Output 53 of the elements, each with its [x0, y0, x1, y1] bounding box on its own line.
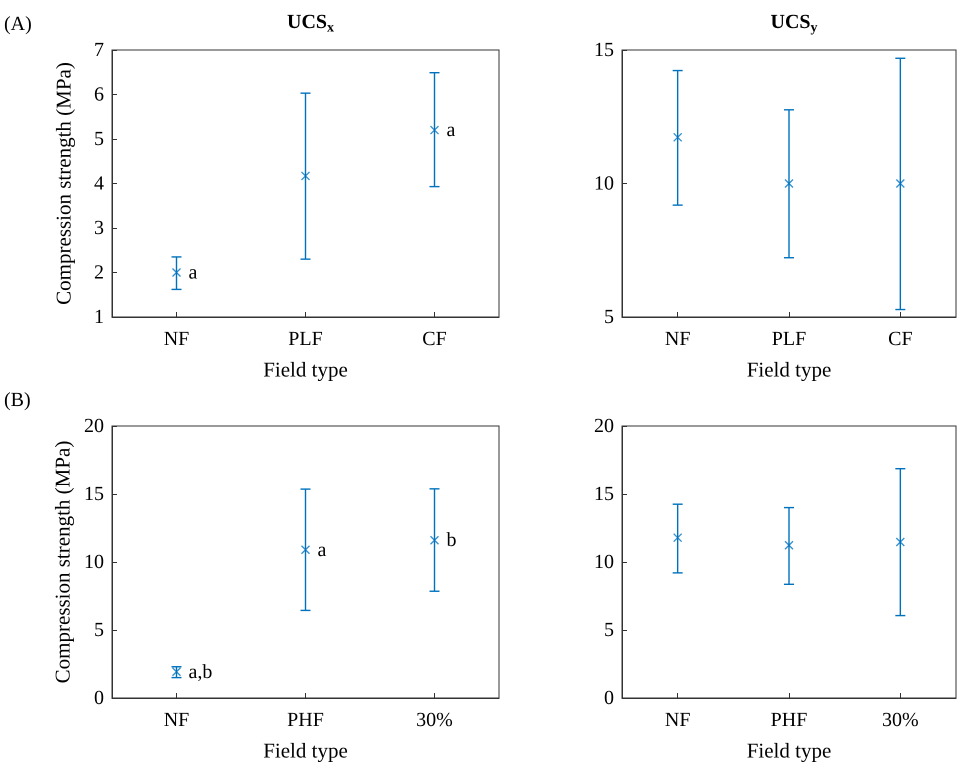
- y-tick-label: 6: [94, 84, 104, 106]
- y-axis-title: Compression strength (MPa): [52, 62, 76, 305]
- point: [300, 171, 310, 181]
- y-tick-label: 10: [594, 551, 614, 573]
- annotation: a,b: [188, 660, 212, 683]
- x-tick-label: PLF: [772, 328, 806, 350]
- point: [430, 536, 440, 545]
- y-tick-label: 3: [94, 217, 104, 239]
- y-tick-label: 0: [94, 687, 104, 709]
- x-tick-label: NF: [164, 709, 190, 731]
- y-tick-label: 5: [94, 128, 104, 150]
- x-tick-label: PHF: [287, 709, 324, 731]
- x-axis-title: Field type: [746, 358, 832, 382]
- y-tick-label: 1: [94, 306, 104, 328]
- y-tick-label: 15: [594, 39, 614, 61]
- y-tick-label: 2: [94, 262, 104, 284]
- point: [430, 125, 440, 135]
- x-tick-label: CF: [422, 328, 447, 350]
- y-tick-label: 5: [604, 306, 614, 328]
- annotation: a: [318, 538, 326, 561]
- y-axis-title: Compression strength (MPa): [50, 440, 75, 684]
- y-tick-label: 15: [594, 483, 614, 505]
- annotation: b: [446, 529, 456, 552]
- y-tick-label: 5: [94, 619, 104, 641]
- x-tick-label: NF: [164, 328, 190, 350]
- y-tick-label: 7: [94, 39, 104, 61]
- point: [673, 533, 682, 542]
- y-tick-label: 0: [604, 687, 614, 709]
- y-tick-label: 15: [84, 483, 104, 505]
- x-tick-label: PHF: [770, 709, 808, 731]
- y-tick-label: 10: [84, 551, 104, 573]
- annotation: a: [446, 119, 456, 142]
- y-tick-label: 4: [94, 172, 104, 194]
- x-axis-title: Field type: [263, 738, 348, 762]
- point: [896, 537, 905, 547]
- point: [784, 540, 794, 550]
- x-axis-title: Field type: [263, 358, 348, 382]
- y-tick-label: 10: [594, 172, 614, 194]
- y-tick-label: 5: [604, 619, 614, 641]
- x-tick-label: NF: [664, 328, 690, 350]
- y-tick-label: 20: [594, 415, 614, 437]
- y-tick-label: 20: [84, 415, 104, 437]
- annotation: a: [188, 262, 198, 284]
- x-tick-label: 30%: [416, 709, 453, 731]
- x-tick-label: NF: [664, 709, 690, 731]
- x-tick-label: CF: [888, 328, 913, 350]
- x-tick-label: PLF: [288, 328, 323, 350]
- point: [172, 268, 182, 278]
- text: (A): [4, 13, 32, 35]
- x-axis-title: Field type: [746, 738, 832, 762]
- text: (B): [4, 389, 31, 411]
- x-tick-label: 30%: [882, 709, 919, 731]
- point: [300, 545, 310, 554]
